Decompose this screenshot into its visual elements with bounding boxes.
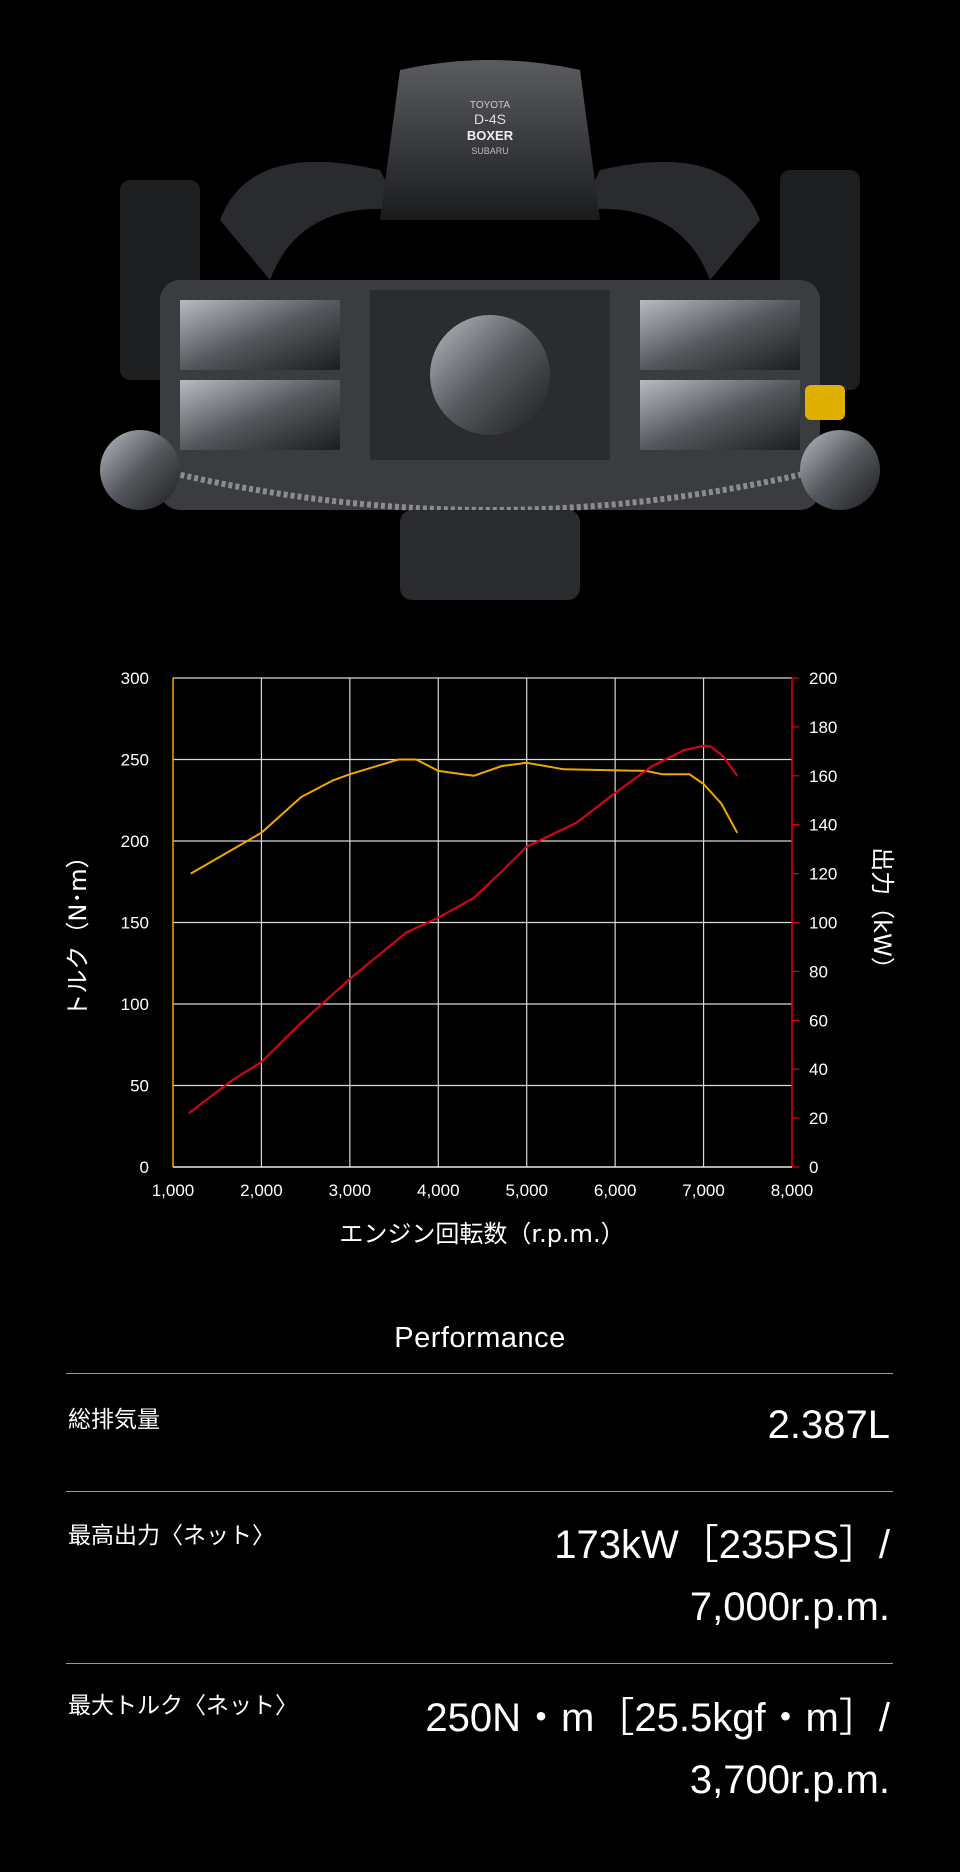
x-tick-label: 7,000	[682, 1181, 725, 1200]
performance-title: Performance	[394, 1322, 566, 1354]
power-curve	[188, 744, 739, 1114]
left-y-axis-label: トルク（N･m）	[64, 844, 92, 1017]
x-axis-label: エンジン回転数（r.p.m.）	[339, 1220, 624, 1248]
right-y-tick-label: 160	[809, 767, 837, 786]
right-y-tick-label: 20	[809, 1109, 828, 1128]
engine-badge-toyota: TOYOTA	[470, 100, 511, 111]
left-y-tick-label: 250	[121, 751, 149, 770]
torque-curve	[190, 758, 739, 875]
x-tick-label: 3,000	[329, 1181, 372, 1200]
engine-cutaway-image: TOYOTA D-4S BOXER SUBARU	[100, 60, 880, 600]
x-tick-label: 2,000	[240, 1181, 283, 1200]
right-y-tick-label: 120	[809, 865, 837, 884]
x-tick-label: 1,000	[152, 1181, 195, 1200]
engine-badge-d4s: D-4S	[474, 111, 506, 127]
max-power-value-line-2: 7,000r.p.m.	[689, 1585, 890, 1629]
divider	[66, 1491, 893, 1492]
right-y-tick-label: 80	[809, 962, 828, 981]
max-power-label: 最高出力〈ネット〉	[68, 1523, 275, 1549]
right-y-tick-label: 100	[809, 914, 837, 933]
left-y-tick-label: 200	[121, 832, 149, 851]
max-torque-label: 最大トルク〈ネット〉	[68, 1693, 298, 1719]
left-y-tick-label: 0	[140, 1158, 149, 1177]
max-torque-value-line-1: 250N・m［25.5kgf・m］/	[425, 1696, 890, 1740]
right-y-tick-label: 180	[809, 718, 837, 737]
left-y-tick-label: 50	[130, 1077, 149, 1096]
right-y-tick-label: 0	[809, 1158, 818, 1177]
chart-lines	[188, 744, 739, 1114]
max-power-value: 173kW［235PS］/ 7,000r.p.m.	[554, 1514, 890, 1638]
right-y-tick-label: 140	[809, 816, 837, 835]
x-tick-label: 6,000	[594, 1181, 637, 1200]
right-y-tick-label: 60	[809, 1011, 828, 1030]
torque-power-chart: 1,000 2,000 3,000 4,000 5,000 6,000 7,000 8,000…	[64, 669, 896, 1248]
displacement-value-line: 2.387L	[767, 1403, 890, 1447]
left-y-tick-label: 300	[121, 669, 149, 688]
x-tick-label: 5,000	[505, 1181, 548, 1200]
right-y-axis-label: 出力（kW）	[868, 847, 896, 981]
x-tick-label: 8,000	[771, 1181, 814, 1200]
left-y-tick-label: 100	[121, 995, 149, 1014]
max-torque-value-line-2: 3,700r.p.m.	[689, 1758, 890, 1802]
left-y-tick-label: 150	[121, 914, 149, 933]
x-tick-label: 4,000	[417, 1181, 460, 1200]
max-torque-value: 250N・m［25.5kgf・m］/ 3,700r.p.m.	[425, 1687, 890, 1811]
right-y-tick-label: 40	[809, 1060, 828, 1079]
divider	[66, 1373, 893, 1374]
displacement-label: 総排気量	[68, 1407, 160, 1433]
max-power-value-line-1: 173kW［235PS］/	[554, 1523, 890, 1567]
engine-badge-subaru: SUBARU	[471, 146, 509, 156]
right-y-tick-label: 200	[809, 669, 837, 688]
displacement-value: 2.387L	[768, 1394, 890, 1456]
chart-ticks: 1,000 2,000 3,000 4,000 5,000 6,000 7,000 8,000…	[121, 669, 838, 1200]
engine-badge-boxer: BOXER	[467, 128, 514, 143]
chart-grid	[172, 677, 793, 1168]
divider	[66, 1663, 893, 1664]
